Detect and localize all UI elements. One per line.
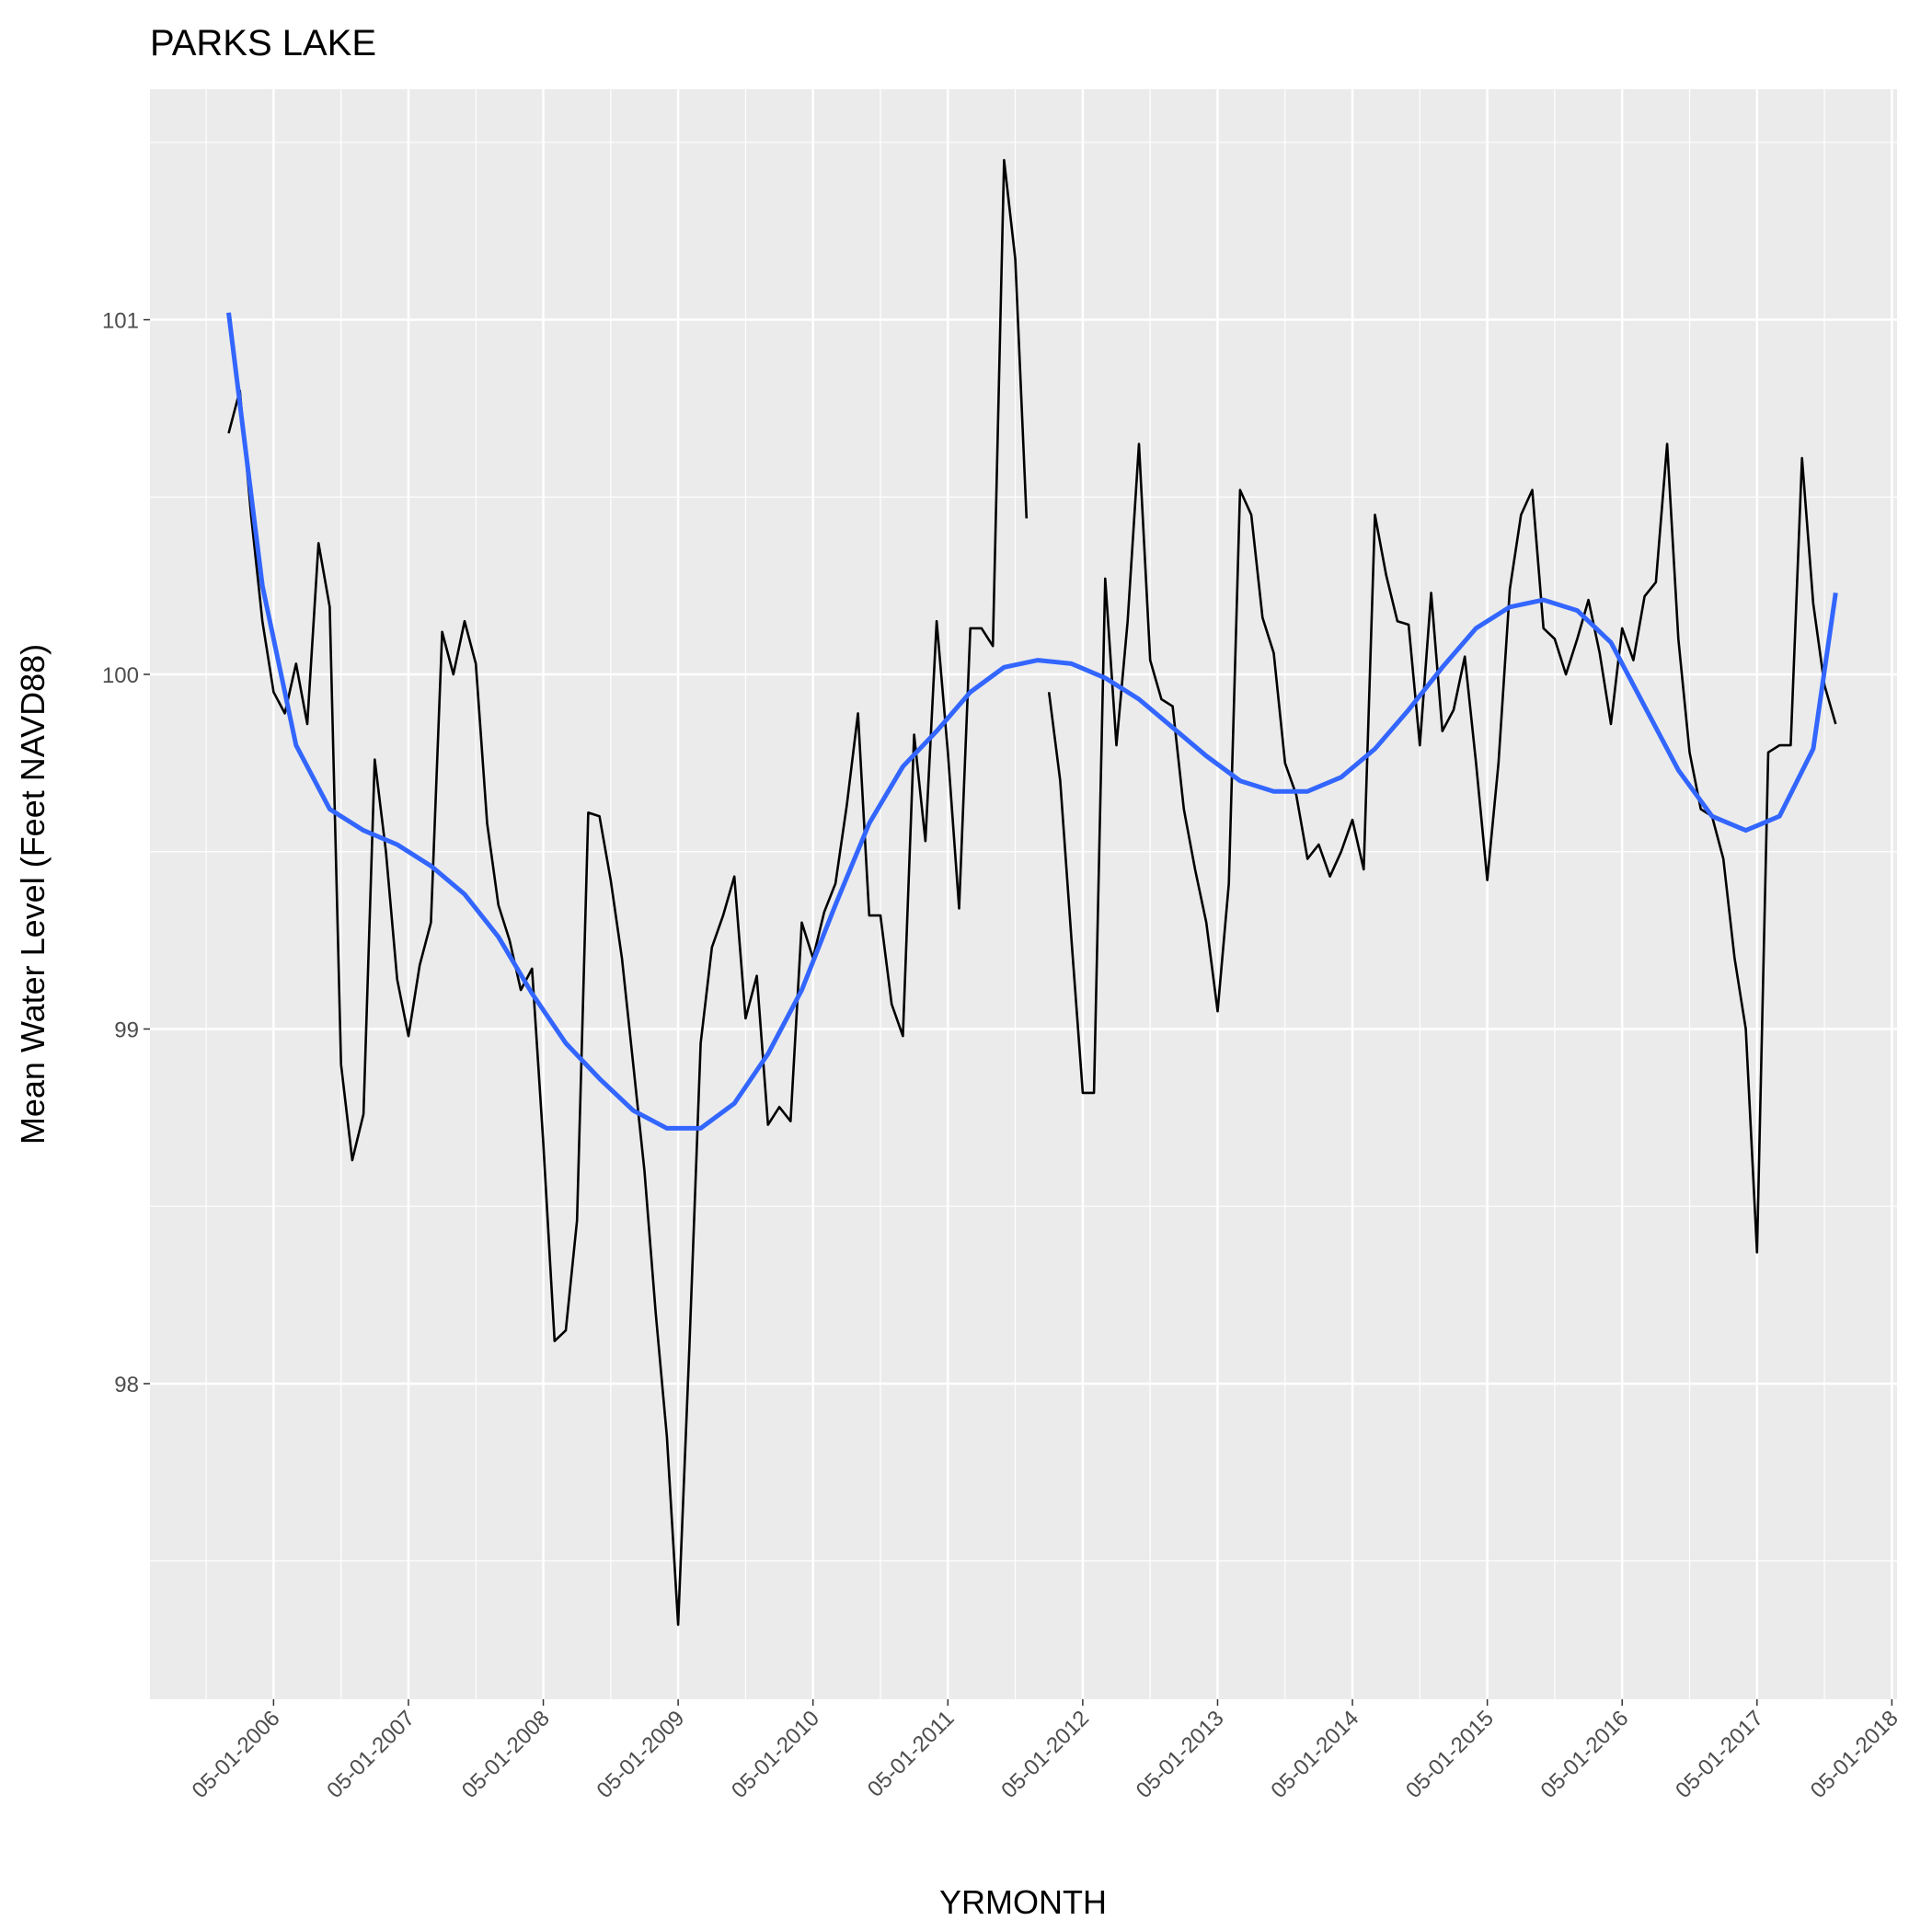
smooth-line bbox=[226, 312, 1838, 1131]
chart-title: PARKS LAKE bbox=[150, 23, 376, 63]
x-axis-label: YRMONTH bbox=[939, 1883, 1107, 1921]
y-tick-label: 100 bbox=[102, 663, 139, 688]
plot-panel bbox=[150, 89, 1897, 1699]
y-tick-label: 99 bbox=[114, 1018, 139, 1042]
y-tick-label: 98 bbox=[114, 1373, 139, 1397]
data-line bbox=[227, 158, 1837, 1627]
y-axis-label: Mean Water Level (Feet NAVD88) bbox=[14, 644, 52, 1144]
y-tick-label: 101 bbox=[102, 309, 139, 334]
